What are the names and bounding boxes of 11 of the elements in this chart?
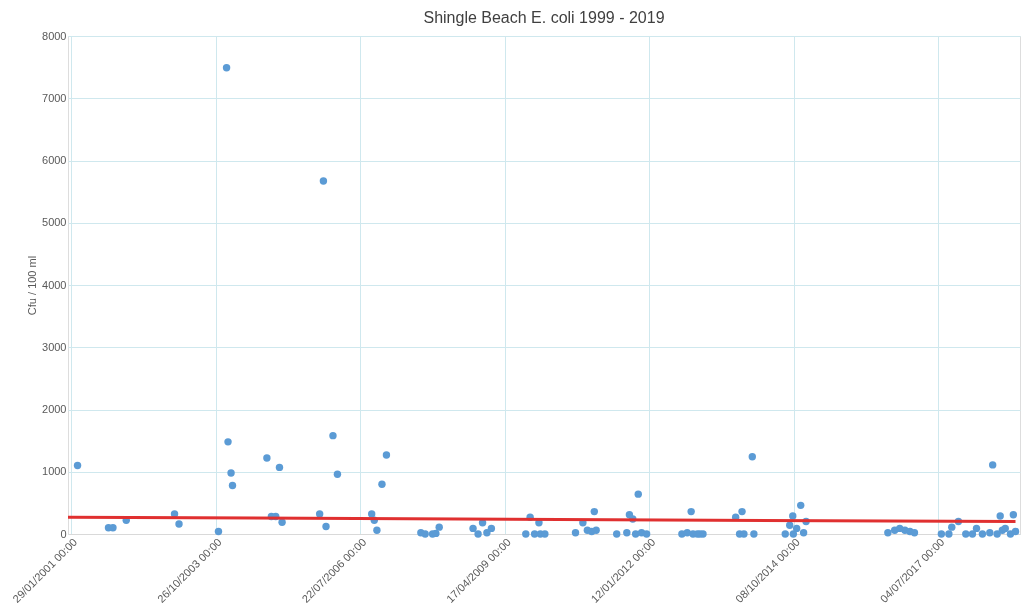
y-tick-label: 1000 [42, 465, 67, 478]
y-tick-label: 6000 [42, 154, 67, 166]
y-tick-label: 2000 [42, 403, 67, 415]
y-tick-label: 7000 [42, 91, 67, 104]
y-tick-label: 0 [60, 527, 67, 540]
y-tick-label: 8000 [42, 29, 67, 42]
y-tick-label: 5000 [42, 216, 67, 229]
chart-title: Shingle Beach E. coli 1999 - 2019 [423, 9, 665, 26]
y-tick-label: 4000 [42, 278, 67, 291]
y-axis-title: Cfu / 100 ml [26, 255, 39, 316]
y-tick-label: 3000 [42, 340, 67, 353]
